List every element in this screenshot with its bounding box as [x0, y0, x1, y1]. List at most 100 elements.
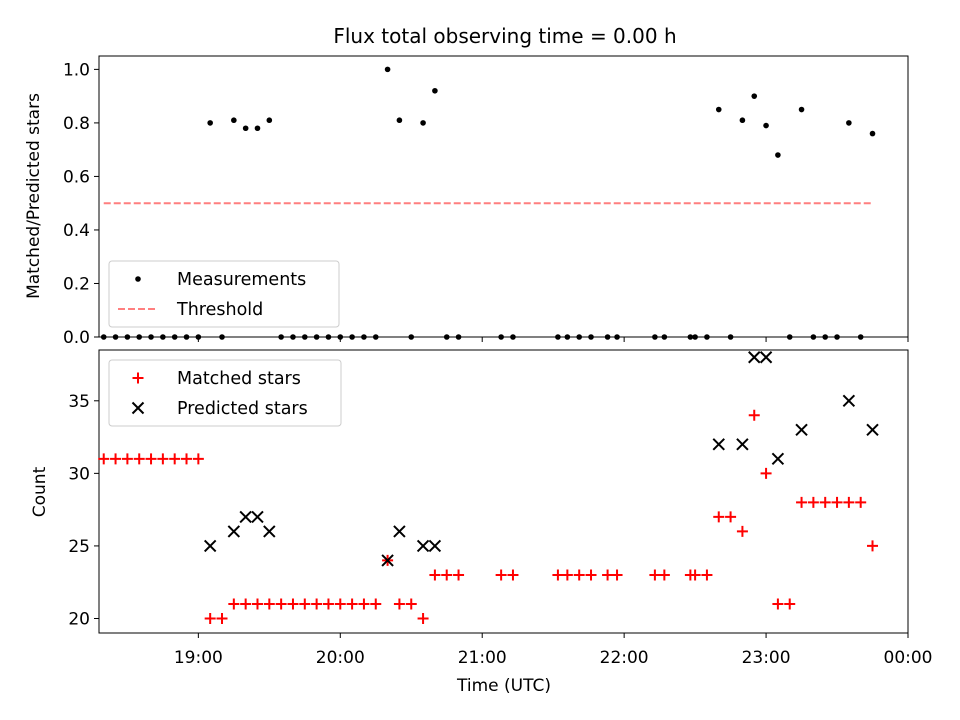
matched-star-point	[429, 569, 441, 581]
measurement-point	[810, 334, 817, 340]
measurement-point	[384, 66, 391, 73]
predicted-star-point	[795, 423, 808, 437]
measurement-point	[775, 152, 781, 158]
measurement-point	[652, 334, 658, 340]
bottom-legend: Matched stars Predicted stars	[108, 359, 342, 427]
matched-star-point	[507, 569, 519, 581]
matched-star-point	[358, 598, 370, 610]
measurement-point	[420, 120, 426, 126]
measurement-point	[396, 117, 403, 124]
matched-star-point	[251, 598, 263, 610]
matched-star-point	[772, 598, 784, 610]
measurement-point	[604, 334, 611, 340]
matched-star-point	[322, 598, 334, 610]
predicted-star-point	[203, 539, 217, 553]
matched-star-point	[334, 598, 346, 610]
x-tick-label: 23:00	[742, 648, 791, 668]
measurement-point	[183, 334, 190, 340]
predicted-star-point	[263, 525, 276, 538]
predicted-star-point	[771, 452, 785, 466]
matched-star-point	[204, 612, 216, 624]
matched-star-point	[275, 598, 287, 610]
measurement-point	[455, 334, 462, 340]
legend-swatch-predicted	[131, 401, 145, 415]
x-tick-label: 22:00	[600, 648, 649, 668]
matched-star-point	[145, 453, 157, 465]
matched-star-point	[725, 511, 737, 523]
measurement-point	[498, 334, 504, 340]
measurement-point	[148, 334, 154, 340]
measurement-point	[112, 334, 119, 340]
measurement-point	[100, 334, 107, 340]
top-y-tick-label: 0.6	[63, 167, 90, 187]
matched-star-point	[181, 453, 193, 465]
measurement-point	[727, 334, 734, 340]
measurement-point	[564, 334, 571, 340]
measurement-point	[869, 130, 876, 137]
x-tick-label: 19:00	[174, 648, 223, 668]
measurement-point	[687, 334, 694, 340]
measurement-point	[349, 334, 355, 340]
measurement-point	[822, 334, 829, 340]
x-axis-label: Time (UTC)	[456, 676, 551, 696]
measurement-point	[372, 334, 379, 340]
measurement-point	[443, 334, 450, 340]
measurement-point	[195, 334, 202, 340]
matched-star-point	[133, 453, 145, 465]
matched-star-point	[855, 496, 867, 508]
measurement-point	[555, 334, 561, 340]
matched-star-point	[441, 569, 453, 581]
matched-star-point	[417, 612, 429, 624]
matched-star-point	[393, 598, 405, 610]
matched-star-point	[157, 453, 169, 465]
legend-label: Predicted stars	[177, 399, 308, 419]
matched-star-point	[807, 496, 819, 508]
matched-star-point	[701, 569, 713, 581]
top-y-tick-label: 0.4	[63, 221, 90, 241]
measurement-point	[432, 87, 438, 94]
legend-label: Threshold	[176, 300, 263, 320]
measurement-point	[692, 334, 698, 340]
matched-star-point	[495, 569, 507, 581]
measurement-point	[588, 334, 594, 340]
predicted-star-point	[736, 438, 749, 451]
matched-star-point	[405, 598, 417, 610]
predicted-star-point	[748, 351, 761, 364]
top-legend-box	[108, 260, 340, 328]
matched-star-point	[228, 598, 240, 610]
measurement-point	[290, 334, 296, 340]
top-legend: Measurements Threshold	[108, 260, 340, 328]
measurement-point	[136, 334, 143, 340]
legend-label: Measurements	[177, 270, 306, 290]
top-y-tick-label: 1.0	[63, 60, 90, 80]
matched-star-point	[748, 409, 760, 421]
measurement-point	[510, 334, 516, 340]
predicted-star-point	[842, 394, 856, 408]
matched-star-point	[831, 496, 843, 508]
matched-star-point	[98, 453, 110, 465]
predicted-star-point	[416, 539, 430, 553]
matched-star-point	[311, 598, 323, 610]
predicted-star-point	[251, 510, 264, 524]
measurement-point	[751, 93, 758, 99]
matched-star-point	[585, 569, 597, 581]
top-axes: 0.0 0.2 0.4 0.6 0.8 1.0 Measurements Threshold	[63, 55, 909, 348]
measurement-point	[124, 334, 131, 340]
measurement-point	[361, 334, 367, 340]
measurement-point	[834, 334, 840, 340]
x-tick-label: 00:00	[884, 648, 933, 668]
matched-star-point	[299, 598, 311, 610]
measurement-point	[337, 334, 344, 340]
legend-swatch-measurements	[135, 276, 141, 282]
top-y-tick-label: 0.0	[63, 328, 90, 348]
matched-star-point	[784, 598, 796, 610]
matched-star-point	[611, 569, 623, 581]
bottom-y-axis-label: Count	[30, 466, 50, 517]
predicted-star-point	[381, 554, 394, 567]
matched-star-point	[713, 511, 725, 523]
measurement-point	[786, 334, 793, 340]
predicted-star-point	[759, 351, 773, 364]
matched-star-point	[736, 525, 748, 537]
measurement-point	[254, 125, 261, 132]
